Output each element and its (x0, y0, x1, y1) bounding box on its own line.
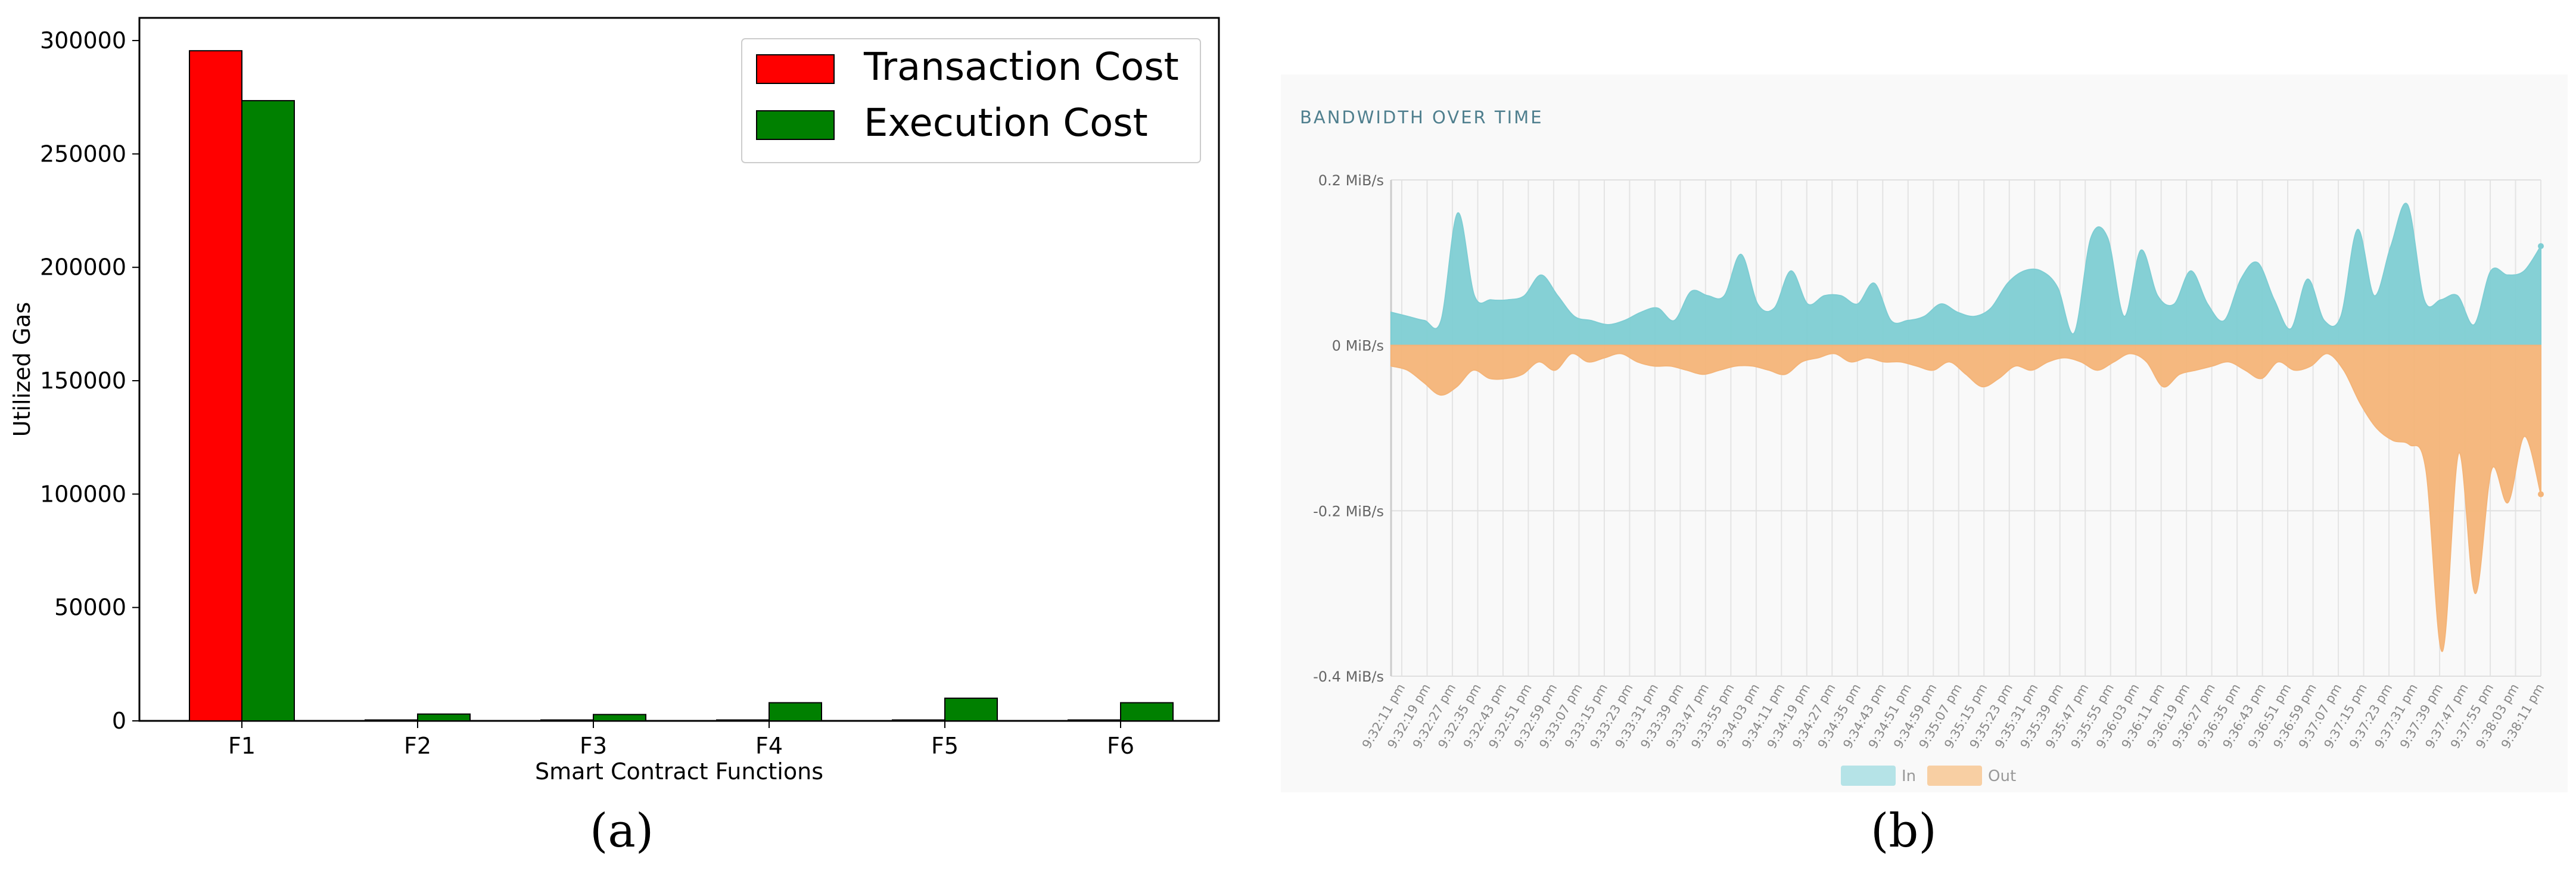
bar-transaction-cost-f5 (892, 719, 945, 721)
y-axis-ticks: 0.2 MiB/s 0 MiB/s -0.2 MiB/s -0.4 MiB/s (1313, 172, 1384, 685)
bar-execution-cost-f1 (241, 99, 295, 722)
y-tick-label: 0.2 MiB/s (1318, 172, 1384, 189)
legend-swatch-in (1841, 766, 1896, 786)
bar-chart-frame (138, 17, 1220, 722)
bar-transaction-cost-f3 (540, 719, 594, 721)
legend-box (741, 38, 1201, 163)
bar-transaction-cost-f6 (1068, 719, 1121, 721)
area-out (1390, 344, 2541, 652)
x-tick-label: F5 (931, 733, 959, 759)
y-tick-label: 300000 (40, 27, 126, 54)
y-tick-label: 0 MiB/s (1332, 338, 1384, 354)
bar-execution-cost-f2 (417, 713, 471, 722)
y-tick-label: 150000 (40, 368, 126, 394)
bar-execution-cost-f5 (944, 697, 998, 721)
area-end-point-out (2538, 491, 2544, 497)
legend-label-transaction: Transaction Cost (863, 45, 1179, 89)
y-tick-label: 100000 (40, 481, 126, 507)
legend: Transaction Cost Execution Cost (741, 38, 1201, 163)
y-tick-label: -0.4 MiB/s (1313, 668, 1384, 685)
legend-swatch-out (1927, 766, 1982, 786)
bar-transaction-cost-f2 (365, 719, 418, 721)
y-tick-label: 0 (112, 708, 126, 734)
y-tick-label: 200000 (40, 254, 126, 281)
caption-a: (a) (590, 804, 654, 858)
x-axis-label: Smart Contract Functions (535, 758, 823, 785)
bandwidth-chart-panel: BANDWIDTH OVER TIME 0.2 MiB/s 0 MiB/s -0.2… (1281, 74, 2568, 792)
bandwidth-chart-title: BANDWIDTH OVER TIME (1300, 107, 1544, 127)
area-end-point-in (2538, 243, 2544, 250)
legend: In Out (1841, 766, 2016, 786)
legend-swatch-transaction (756, 54, 835, 84)
x-tick-label: F2 (404, 733, 431, 759)
y-tick-label: 250000 (40, 141, 126, 167)
legend-swatch-execution (756, 110, 835, 140)
y-tick-label: 50000 (54, 595, 126, 621)
y-tick-label: -0.2 MiB/s (1313, 503, 1384, 520)
x-axis-ticks: F1 F2 F3 F4 F5 F6 (228, 721, 1134, 759)
x-tick-label: F4 (755, 733, 783, 759)
bandwidth-chart-background (1281, 74, 2568, 792)
legend-label-out: Out (1988, 767, 2016, 785)
legend-label-in: In (1902, 767, 1916, 785)
legend-label-execution: Execution Cost (864, 101, 1148, 145)
area-in (1390, 203, 2541, 346)
bars (189, 50, 1174, 722)
bar-transaction-cost-f4 (716, 719, 770, 721)
bar-transaction-cost-f1 (189, 50, 242, 721)
x-tick-label: F3 (580, 733, 607, 759)
bar-execution-cost-f3 (593, 714, 646, 721)
y-axis-ticks: 0 50000 100000 150000 200000 250000 300000 (40, 27, 139, 734)
bar-execution-cost-f6 (1120, 702, 1174, 721)
areas (1390, 203, 2544, 652)
grid (1390, 179, 2541, 677)
x-tick-label: F1 (228, 733, 256, 759)
x-tick-label: F6 (1107, 733, 1134, 759)
y-axis-label: Utilized Gas (9, 302, 35, 437)
caption-b: (b) (1871, 804, 1937, 858)
bar-execution-cost-f4 (769, 702, 822, 721)
